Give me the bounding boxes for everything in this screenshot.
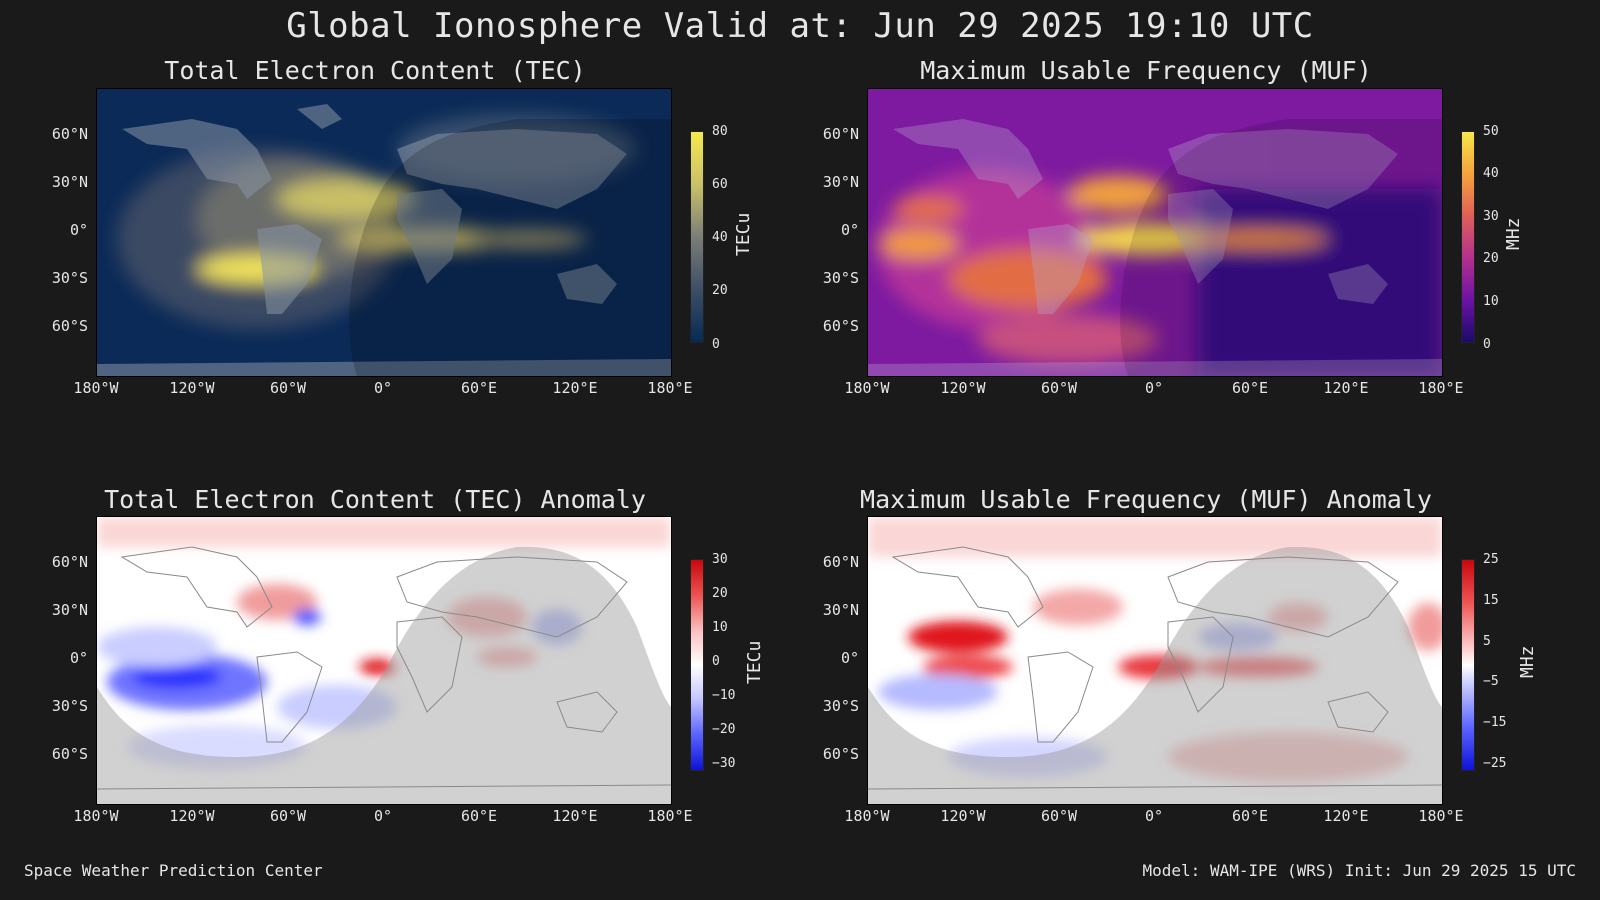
lon-label: 180°W <box>844 807 890 825</box>
lat-label: 0° <box>69 649 88 667</box>
tec-anomaly-cb-tick: −30 <box>712 756 736 771</box>
lon-label: 60°W <box>1040 379 1078 397</box>
lon-label: 60°W <box>269 379 307 397</box>
muf-panel-title: Maximum Usable Frequency (MUF) <box>920 56 1372 85</box>
lon-label: 180°W <box>73 807 119 825</box>
muf-cb-tick: 40 <box>1483 166 1499 181</box>
lon-label: 120°E <box>552 379 598 397</box>
lon-label: 60°W <box>1040 807 1078 825</box>
lon-label: 180°W <box>73 379 119 397</box>
muf-anomaly-unit-label: MHz <box>1517 645 1538 678</box>
lon-label: 0° <box>373 807 393 825</box>
muf-anomaly-cb-tick: −5 <box>1483 674 1499 689</box>
tec-anomaly-cb-tick: 0 <box>712 654 720 669</box>
tec-panel-title: Total Electron Content (TEC) <box>164 56 586 85</box>
tec-anomaly-unit-label: TECu <box>744 640 765 684</box>
lat-label: 60°N <box>822 125 859 143</box>
tec-anomaly-cb-tick: 30 <box>712 552 728 567</box>
tec-anomaly-cb-tick: −20 <box>712 722 736 737</box>
tec-anomaly-map <box>96 516 672 805</box>
muf-cb-tick: 10 <box>1483 294 1499 309</box>
tec-anomaly-colorbar <box>690 559 704 771</box>
lon-label: 120°E <box>552 807 598 825</box>
muf-anomaly-map <box>867 516 1443 805</box>
lat-label: 30°S <box>51 697 88 715</box>
lon-label: 0° <box>373 379 393 397</box>
lat-label: 60°N <box>822 553 859 571</box>
lon-label: 120°W <box>940 807 986 825</box>
lon-label: 120°E <box>1323 807 1369 825</box>
footer-right: Model: WAM-IPE (WRS) Init: Jun 29 2025 1… <box>1142 861 1576 880</box>
muf-anomaly-cb-tick: 25 <box>1483 552 1499 567</box>
lon-label: 60°E <box>1231 807 1269 825</box>
tec-anomaly-cb-tick: 20 <box>712 586 728 601</box>
lon-label: 60°E <box>460 379 498 397</box>
lat-label: 0° <box>840 649 859 667</box>
lat-label: 60°S <box>822 745 859 763</box>
muf-anomaly-cb-tick: 15 <box>1483 593 1499 608</box>
lon-label: 0° <box>1144 807 1164 825</box>
lat-label: 60°N <box>51 553 88 571</box>
tec-anomaly-cb-tick: −10 <box>712 688 736 703</box>
muf-anomaly-colorbar <box>1461 559 1475 771</box>
lon-label: 0° <box>1144 379 1164 397</box>
lat-label: 30°N <box>822 601 859 619</box>
lon-label: 180°E <box>1418 807 1464 825</box>
lon-label: 120°W <box>169 807 215 825</box>
tec-map <box>96 88 672 377</box>
tec-unit-label: TECu <box>733 212 754 256</box>
lat-label: 30°S <box>822 697 859 715</box>
muf-anomaly-cb-tick: 5 <box>1483 634 1491 649</box>
muf-cb-tick: 0 <box>1483 337 1491 352</box>
lon-label: 180°E <box>647 379 693 397</box>
lat-label: 0° <box>69 221 88 239</box>
muf-map <box>867 88 1443 377</box>
lat-label: 30°S <box>822 269 859 287</box>
lon-label: 180°W <box>844 379 890 397</box>
lat-label: 30°N <box>51 173 88 191</box>
lon-label: 120°E <box>1323 379 1369 397</box>
lat-label: 30°N <box>822 173 859 191</box>
tec-cb-tick: 80 <box>712 124 728 139</box>
tec-anomaly-panel-title: Total Electron Content (TEC) Anomaly <box>104 485 646 514</box>
tec-cb-tick: 20 <box>712 283 728 298</box>
lon-label: 120°W <box>169 379 215 397</box>
muf-anomaly-cb-tick: −15 <box>1483 715 1507 730</box>
muf-anomaly-cb-tick: −25 <box>1483 756 1507 771</box>
figure-title: Global Ionosphere Valid at: Jun 29 2025 … <box>286 6 1314 46</box>
muf-cb-tick: 20 <box>1483 251 1499 266</box>
lat-label: 60°S <box>51 317 88 335</box>
lat-label: 0° <box>840 221 859 239</box>
lat-label: 60°S <box>822 317 859 335</box>
tec-cb-tick: 40 <box>712 230 728 245</box>
lat-label: 30°N <box>51 601 88 619</box>
muf-anomaly-panel-title: Maximum Usable Frequency (MUF) Anomaly <box>860 485 1432 514</box>
muf-cb-tick: 30 <box>1483 209 1499 224</box>
lon-label: 60°E <box>460 807 498 825</box>
lat-label: 60°N <box>51 125 88 143</box>
lat-label: 60°S <box>51 745 88 763</box>
lon-label: 60°E <box>1231 379 1269 397</box>
lon-label: 180°E <box>647 807 693 825</box>
lat-label: 30°S <box>51 269 88 287</box>
muf-cb-tick: 50 <box>1483 124 1499 139</box>
muf-colorbar <box>1461 131 1475 343</box>
tec-colorbar <box>690 131 704 343</box>
lon-label: 180°E <box>1418 379 1464 397</box>
tec-cb-tick: 60 <box>712 177 728 192</box>
lon-label: 120°W <box>940 379 986 397</box>
footer-left: Space Weather Prediction Center <box>24 861 323 880</box>
tec-anomaly-cb-tick: 10 <box>712 620 728 635</box>
muf-unit-label: MHz <box>1503 217 1524 250</box>
tec-cb-tick: 0 <box>712 337 720 352</box>
lon-label: 60°W <box>269 807 307 825</box>
